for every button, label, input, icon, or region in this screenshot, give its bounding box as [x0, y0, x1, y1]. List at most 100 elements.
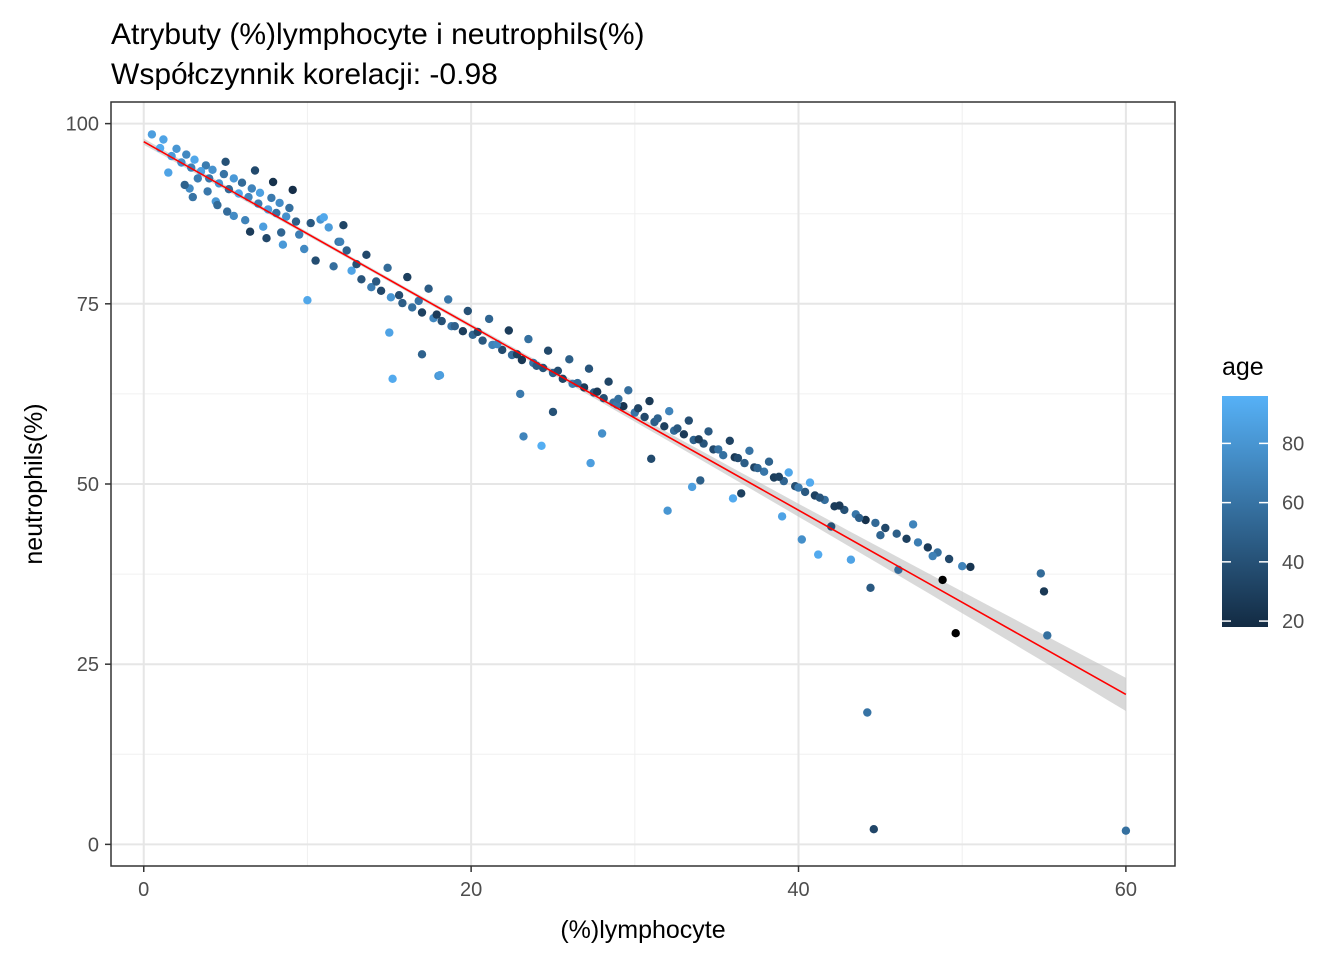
data-point [516, 389, 525, 399]
data-point [647, 454, 656, 463]
data-point [679, 430, 689, 439]
data-point [190, 155, 199, 164]
legend-ticks: 20 40 60 80 [1222, 433, 1304, 633]
data-point [458, 327, 468, 336]
data-point [398, 298, 407, 308]
data-point [385, 328, 394, 337]
data-point [414, 296, 423, 306]
data-point [519, 432, 528, 441]
data-point [424, 284, 433, 293]
data-point [928, 551, 937, 561]
x-axis-title: (%)lymphocyte [560, 916, 725, 944]
data-point [388, 374, 397, 383]
data-point [306, 218, 315, 228]
data-point [159, 135, 168, 144]
x-tick-label: 40 [787, 879, 809, 901]
data-point [881, 523, 890, 533]
data-point [417, 308, 427, 317]
data-point [593, 387, 602, 396]
chart-title: Atrybuty (%)lymphocyte i neutrophils(%) [111, 18, 645, 51]
data-point [237, 178, 247, 187]
regression-line-layer [143, 140, 1127, 696]
data-point [565, 355, 574, 364]
data-point [871, 518, 880, 528]
data-point [835, 501, 844, 510]
data-point [579, 383, 589, 392]
data-point [869, 825, 878, 834]
data-point [319, 213, 328, 222]
data-point [221, 157, 230, 166]
data-point [219, 169, 229, 179]
data-point [278, 240, 288, 249]
data-point [193, 174, 202, 183]
data-point [437, 316, 446, 326]
y-tick-label: 100 [66, 114, 99, 136]
data-point [250, 166, 260, 175]
data-point [537, 441, 546, 450]
data-point [504, 326, 513, 335]
data-point [684, 416, 693, 425]
data-point [913, 538, 923, 547]
data-point [386, 293, 396, 302]
data-point [1043, 631, 1052, 640]
data-point [263, 205, 273, 214]
data-point [902, 534, 911, 543]
data-point [336, 237, 345, 246]
legend-title: age [1222, 353, 1264, 381]
data-point [444, 295, 453, 304]
data-point [394, 291, 404, 300]
data-point [774, 472, 784, 481]
legend-colorbar [1222, 396, 1268, 627]
data-point [800, 487, 810, 497]
x-tick-label: 0 [138, 879, 149, 901]
data-point [188, 192, 197, 202]
data-point [740, 458, 749, 468]
data-point [854, 513, 864, 523]
data-point [863, 708, 872, 717]
data-point [619, 402, 628, 411]
data-point [597, 429, 607, 438]
data-point [463, 306, 472, 316]
regression-line [143, 140, 1127, 696]
data-point [408, 303, 417, 312]
data-point [255, 188, 265, 197]
data-point [599, 394, 608, 403]
y-axis-ticks: 0 25 50 75 100 [66, 114, 111, 856]
data-point [484, 314, 494, 324]
data-point [966, 562, 975, 572]
data-point [262, 234, 271, 243]
data-point [938, 575, 947, 585]
data-point [794, 483, 803, 492]
data-point [645, 396, 654, 406]
data-point [660, 422, 669, 431]
data-point [285, 203, 294, 213]
data-point [247, 184, 256, 193]
data-point [245, 227, 255, 236]
data-point [282, 212, 291, 221]
data-point [329, 262, 338, 271]
data-point [498, 345, 507, 355]
data-point [403, 272, 412, 282]
data-point [1039, 587, 1049, 596]
data-point [213, 200, 222, 210]
y-axis-title: neutrophils(%) [20, 403, 48, 564]
data-points [147, 130, 1131, 835]
data-point [339, 221, 348, 230]
data-point [725, 436, 734, 445]
data-point [764, 457, 774, 466]
data-point [892, 529, 901, 538]
data-point [548, 407, 558, 417]
data-point [517, 355, 527, 365]
data-point [704, 427, 713, 436]
legend-tick-label: 80 [1282, 433, 1304, 455]
data-point [663, 506, 672, 515]
data-point [208, 165, 217, 174]
confidence-band [143, 138, 1126, 711]
data-point [728, 494, 738, 503]
data-point [357, 275, 366, 284]
data-point [432, 310, 441, 319]
data-point [268, 177, 278, 187]
data-point [584, 364, 594, 373]
data-point [719, 451, 728, 460]
data-point [777, 512, 787, 521]
